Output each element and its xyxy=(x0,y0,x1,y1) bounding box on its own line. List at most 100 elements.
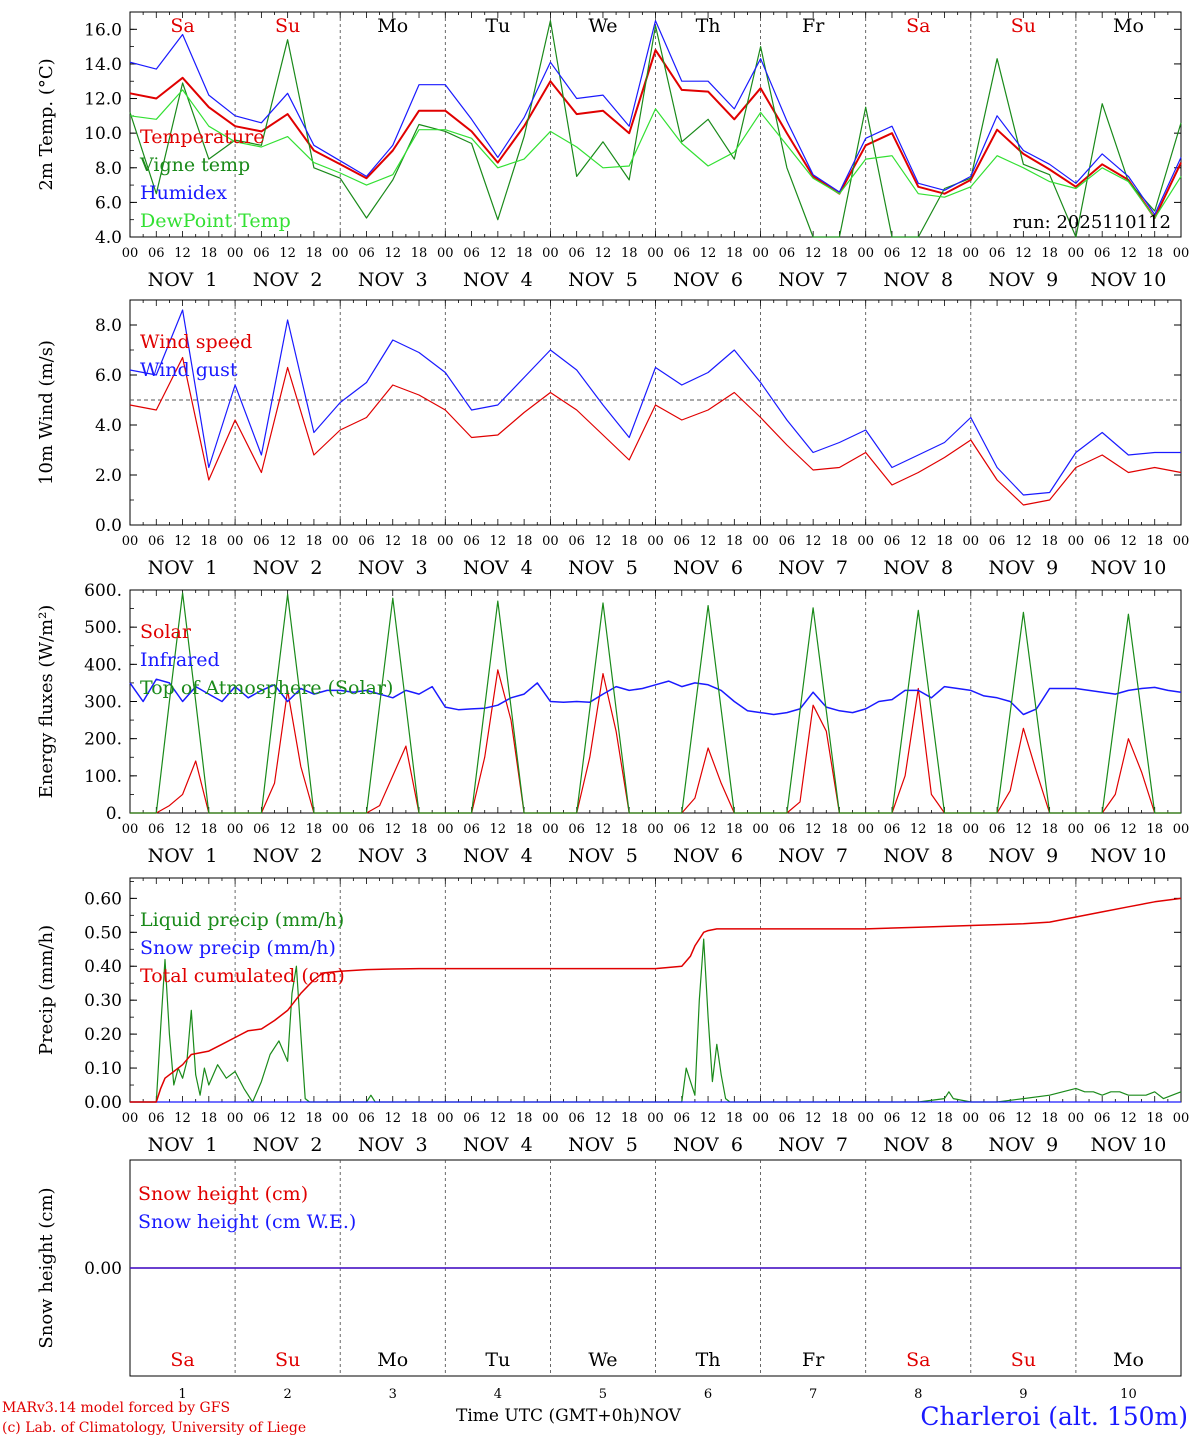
energy-hour-label: 12 xyxy=(595,822,612,837)
energy-hour-label: 12 xyxy=(1120,822,1137,837)
precip-hour-label: 18 xyxy=(621,1111,638,1126)
precip-y-tick-label: 0.60 xyxy=(84,889,122,909)
precip-hour-label: 12 xyxy=(595,1111,612,1126)
station-title: Charleroi (alt. 150m) xyxy=(920,1402,1188,1431)
temp-y-tick-label: 10.0 xyxy=(84,124,122,144)
temp-hour-label: 00 xyxy=(332,246,349,261)
energy-hour-label: 06 xyxy=(779,822,796,837)
energy-legend-top-of-atmosphere-solar: Top of Atmosphere (Solar) xyxy=(140,677,393,699)
wind-hour-label: 18 xyxy=(726,534,743,549)
temp-date-label: NOV 6 xyxy=(673,269,743,291)
energy-hour-label: 12 xyxy=(805,822,822,837)
wind-hour-label: 12 xyxy=(595,534,612,549)
temp-hour-label: 00 xyxy=(752,246,769,261)
top-dow-label: Su xyxy=(1011,15,1036,37)
temp-hour-label: 00 xyxy=(857,246,874,261)
wind-hour-label: 12 xyxy=(1120,534,1137,549)
temp-hour-label: 18 xyxy=(621,246,638,261)
temp-annotation: run: 2025110112 xyxy=(1013,212,1171,233)
energy-hour-label: 18 xyxy=(936,822,953,837)
precip-hour-label: 18 xyxy=(201,1111,218,1126)
temp-hour-label: 00 xyxy=(963,246,980,261)
precip-hour-label: 00 xyxy=(332,1111,349,1126)
temp-hour-label: 00 xyxy=(227,246,244,261)
precip-hour-label: 00 xyxy=(227,1111,244,1126)
temp-date-label: NOV 3 xyxy=(358,269,428,291)
top-dow-label: Mo xyxy=(1113,15,1144,37)
temp-series-vigne-temp xyxy=(129,20,1182,238)
temp-hour-label: 06 xyxy=(148,246,165,261)
precip-hour-label: 18 xyxy=(516,1111,533,1126)
wind-hour-label: 12 xyxy=(910,534,927,549)
temp-hour-label: 18 xyxy=(411,246,428,261)
precip-hour-label: 00 xyxy=(752,1111,769,1126)
bottom-day-number: 8 xyxy=(914,1387,922,1402)
energy-hour-label: 06 xyxy=(253,822,270,837)
energy-hour-label: 06 xyxy=(358,822,375,837)
snow-dow-label: Sa xyxy=(906,1349,930,1371)
energy-y-tick-label: 200. xyxy=(84,730,122,750)
snow-dow-label: We xyxy=(588,1349,617,1371)
precip-date-label: NOV 7 xyxy=(778,1134,848,1156)
bottom-day-number: 7 xyxy=(809,1387,817,1402)
temp-date-label: NOV 10 xyxy=(1091,269,1167,291)
precip-legend-snow-precip-mm-h: Snow precip (mm/h) xyxy=(140,937,336,959)
precip-hour-label: 06 xyxy=(989,1111,1006,1126)
precip-legend-liquid-precip-mm-h: Liquid precip (mm/h) xyxy=(140,909,344,931)
precip-hour-label: 12 xyxy=(700,1111,717,1126)
energy-hour-label: 12 xyxy=(1015,822,1032,837)
temp-hour-label: 06 xyxy=(884,246,901,261)
energy-hour-label: 12 xyxy=(490,822,507,837)
wind-hour-label: 12 xyxy=(174,534,191,549)
snow-legend-snow-height-cm-w-e: Snow height (cm W.E.) xyxy=(138,1211,356,1233)
precip-y-tick-label: 0.20 xyxy=(84,1025,122,1045)
snow-dow-label: Su xyxy=(275,1349,300,1371)
temp-hour-label: 06 xyxy=(779,246,796,261)
temp-series-temperature xyxy=(129,49,1182,219)
energy-hour-label: 18 xyxy=(726,822,743,837)
snow-y-tick-label: 0.00 xyxy=(84,1259,122,1279)
energy-legend-solar: Solar xyxy=(140,621,192,643)
wind-date-label: NOV 9 xyxy=(988,557,1058,579)
wind-hour-label: 00 xyxy=(122,534,139,549)
temp-hour-label: 12 xyxy=(1120,246,1137,261)
energy-hour-label: 18 xyxy=(831,822,848,837)
precip-hour-label: 12 xyxy=(1015,1111,1032,1126)
energy-hour-label: 12 xyxy=(384,822,401,837)
precip-y-tick-label: 0.40 xyxy=(84,957,122,977)
temp-hour-label: 12 xyxy=(700,246,717,261)
precip-hour-label: 12 xyxy=(490,1111,507,1126)
bottom-day-number: 6 xyxy=(704,1387,712,1402)
temp-date-label: NOV 1 xyxy=(148,269,218,291)
energy-hour-label: 06 xyxy=(568,822,585,837)
energy-hour-label: 00 xyxy=(332,822,349,837)
snow-legend-snow-height-cm: Snow height (cm) xyxy=(138,1183,308,1205)
energy-hour-label: 00 xyxy=(963,822,980,837)
energy-y-label: Energy fluxes (W/m²) xyxy=(36,605,57,799)
temp-hour-label: 00 xyxy=(647,246,664,261)
energy-y-tick-label: 300. xyxy=(84,693,122,713)
precip-hour-label: 06 xyxy=(463,1111,480,1126)
precip-date-label: NOV 6 xyxy=(673,1134,743,1156)
precip-hour-label: 18 xyxy=(1041,1111,1058,1126)
wind-date-label: NOV 2 xyxy=(253,557,323,579)
wind-hour-label: 00 xyxy=(437,534,454,549)
bottom-day-number: 4 xyxy=(494,1387,502,1402)
wind-legend-wind-speed: Wind speed xyxy=(140,331,252,353)
temp-hour-label: 00 xyxy=(1068,246,1085,261)
wind-hour-label: 00 xyxy=(963,534,980,549)
wind-hour-label: 06 xyxy=(358,534,375,549)
temp-hour-label: 12 xyxy=(595,246,612,261)
temp-y-label: 2m Temp. (°C) xyxy=(36,58,57,190)
precip-date-label: NOV 4 xyxy=(463,1134,533,1156)
precip-hour-label: 06 xyxy=(148,1111,165,1126)
wind-hour-label: 00 xyxy=(857,534,874,549)
precip-hour-label: 00 xyxy=(122,1111,139,1126)
energy-y-tick-label: 100. xyxy=(84,767,122,787)
temp-hour-label: 18 xyxy=(1041,246,1058,261)
top-dow-label: We xyxy=(588,15,617,37)
energy-hour-label: 06 xyxy=(989,822,1006,837)
wind-hour-label: 06 xyxy=(463,534,480,549)
precip-hour-label: 18 xyxy=(936,1111,953,1126)
